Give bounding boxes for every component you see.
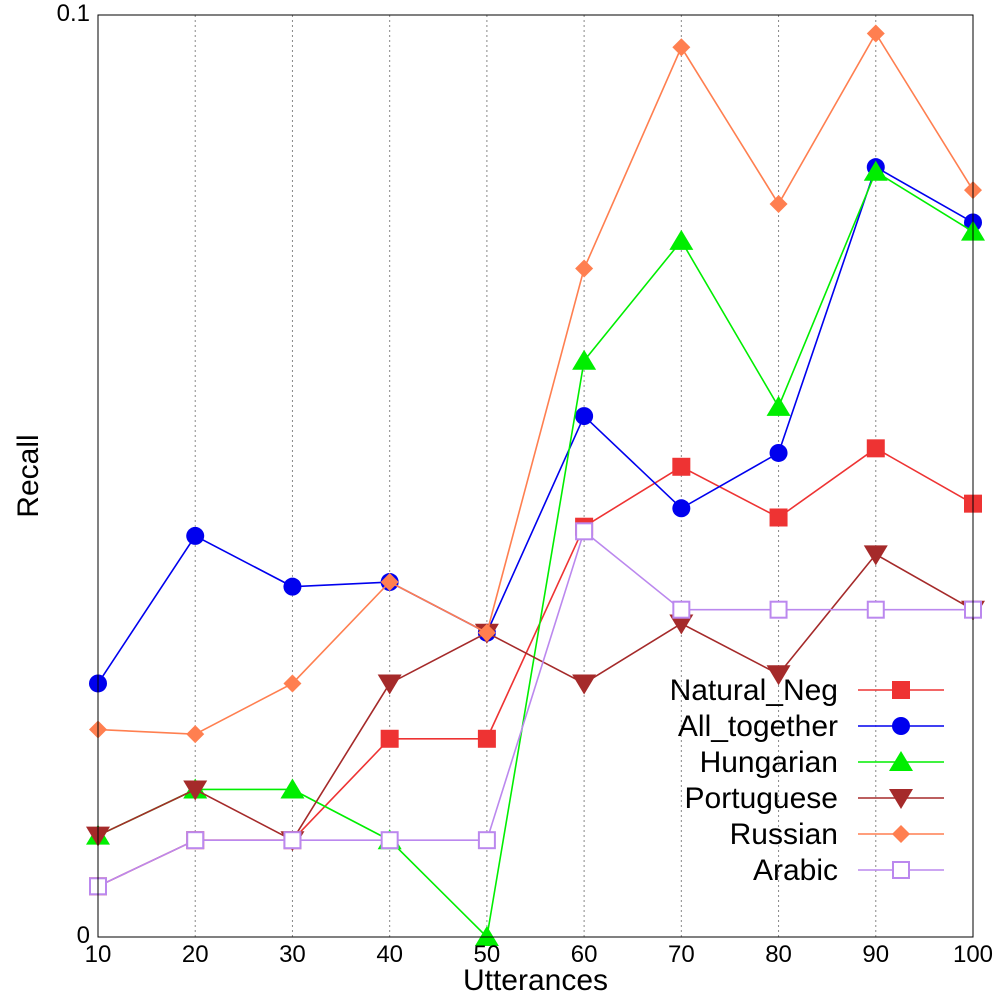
legend-item: Hungarian: [700, 746, 944, 779]
data-point: [186, 725, 205, 744]
data-point: [474, 926, 499, 946]
data-point: [769, 195, 788, 214]
data-point: [186, 526, 205, 545]
legend-marker: [892, 717, 910, 735]
data-point: [575, 259, 594, 278]
x-axis-title: Utterances: [463, 964, 608, 997]
grid-lines: [194, 15, 877, 937]
data-point: [377, 674, 402, 695]
data-point: [866, 600, 885, 619]
data-point: [183, 780, 208, 801]
legend-label: Hungarian: [700, 746, 838, 779]
y-axis-title: Recall: [12, 434, 45, 517]
data-point: [863, 545, 888, 566]
legend-marker: [892, 681, 910, 699]
data-point: [477, 831, 496, 850]
legend-marker: [889, 789, 913, 809]
series-line: [97, 529, 973, 888]
data-point: [672, 457, 691, 476]
data-point: [186, 831, 205, 850]
data-point: [283, 577, 302, 596]
data-point: [669, 229, 694, 250]
data-point: [672, 600, 691, 619]
data-point: [280, 778, 305, 799]
data-point: [575, 407, 594, 426]
data-point: [866, 439, 885, 458]
plot-area-frame: [97, 14, 974, 938]
data-point: [477, 623, 496, 642]
legend: Natural_NegAll_togetherHungarianPortugue…: [670, 674, 944, 887]
data-point: [863, 160, 888, 181]
series-line: [97, 553, 974, 842]
x-tick-label: 90: [862, 941, 889, 968]
data-point: [572, 674, 597, 695]
tick-labels: 10 20 30 40 50 60 70 80 90 100 0 0.1: [57, 0, 993, 968]
data-point: [766, 395, 791, 416]
data-point: [866, 24, 885, 43]
legend-item: Russian: [730, 818, 944, 851]
data-point: [669, 614, 694, 635]
data-point: [769, 600, 788, 619]
legend-item: Natural_Neg: [670, 674, 944, 707]
data-point: [766, 665, 791, 686]
series-arabic: [89, 522, 982, 896]
y-tick-label: 0: [77, 922, 90, 949]
legend-label: All_together: [678, 710, 838, 743]
series-line: [97, 31, 974, 735]
legend-item: All_together: [678, 710, 944, 743]
legend-label: Natural_Neg: [670, 674, 838, 707]
data-point: [477, 729, 496, 748]
x-tick-label: 30: [279, 941, 306, 968]
legend-label: Arabic: [753, 854, 838, 887]
data-point: [283, 831, 302, 850]
data-point: [769, 443, 788, 462]
data-point: [380, 831, 399, 850]
legend-item: Portuguese: [685, 782, 944, 815]
legend-label: Russian: [730, 818, 838, 851]
data-point: [769, 508, 788, 527]
data-point: [672, 38, 691, 57]
data-point: [380, 729, 399, 748]
series-line: [97, 165, 974, 684]
x-tick-label: 50: [474, 941, 501, 968]
x-tick-label: 80: [765, 941, 792, 968]
x-tick-label: 60: [571, 941, 598, 968]
legend-marker: [892, 825, 910, 843]
series-line: [97, 170, 974, 939]
data-point: [575, 522, 594, 541]
y-tick-label: 0.1: [57, 0, 90, 27]
x-tick-label: 20: [182, 941, 209, 968]
data-point: [672, 499, 691, 518]
legend-marker: [889, 751, 913, 771]
data-point: [572, 349, 597, 370]
x-tick-label: 100: [953, 941, 993, 968]
x-tick-label: 70: [668, 941, 695, 968]
legend-marker: [892, 861, 910, 879]
series-layer: [86, 24, 985, 946]
data-point: [380, 573, 399, 592]
x-tick-label: 40: [376, 941, 403, 968]
x-tick-label: 10: [85, 941, 112, 968]
legend-label: Portuguese: [685, 782, 838, 815]
legend-item: Arabic: [753, 854, 944, 887]
data-point: [283, 674, 302, 693]
